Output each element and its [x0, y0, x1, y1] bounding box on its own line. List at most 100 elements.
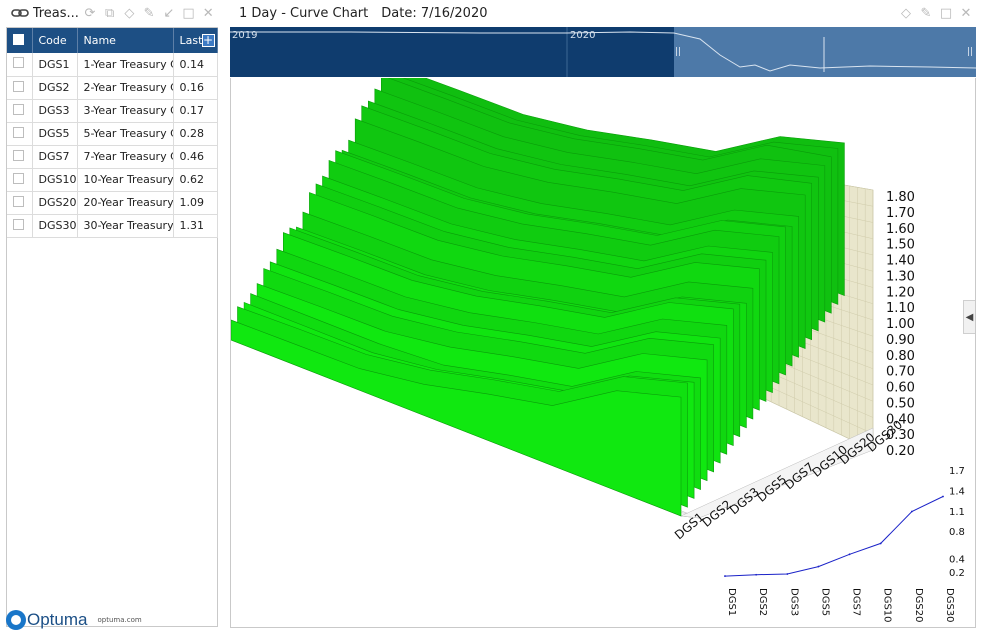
- current-curve-point: [910, 510, 913, 513]
- pin-icon[interactable]: ✎: [143, 5, 155, 21]
- refresh-icon[interactable]: ⟳: [84, 5, 96, 21]
- overview-series-line: [230, 31, 976, 72]
- row-checkbox[interactable]: [13, 195, 24, 207]
- copy-icon[interactable]: ⧉: [104, 5, 115, 21]
- maximize-icon[interactable]: □: [182, 5, 195, 21]
- pin-icon[interactable]: ✎: [920, 5, 932, 21]
- curve-surface-chart[interactable]: 1.801.701.601.501.401.301.201.101.000.90…: [230, 66, 977, 628]
- name-cell: 30-Year Treasury: [77, 214, 174, 237]
- z-axis-tick-label: 0.60: [886, 381, 915, 396]
- code-cell: DGS2: [32, 76, 78, 99]
- z-axis-tick-label: 1.60: [886, 222, 915, 237]
- curve-x-tick-label: DGS1: [726, 588, 737, 616]
- select-all-header[interactable]: [7, 28, 33, 53]
- curve-x-tick-label: DGS2: [757, 588, 768, 616]
- overview-selected-range[interactable]: [674, 27, 976, 77]
- last-cell: 1.09: [173, 191, 218, 214]
- row-checkbox[interactable]: [13, 126, 24, 138]
- chart-area[interactable]: 1.80 1.70 1.60 1.50 1.40 1.30 1.20 1.10 1.00 0.90…: [230, 66, 977, 628]
- name-cell: 7-Year Treasury C: [77, 145, 174, 168]
- select-all-checkbox[interactable]: [13, 33, 24, 45]
- table-header-row: Code Name Last +: [7, 28, 218, 53]
- close-icon[interactable]: ✕: [960, 5, 972, 21]
- optuma-logo-icon: [6, 610, 26, 630]
- watchlist-grid: Code Name Last + DGS1 1-Year Treasury C …: [6, 27, 218, 627]
- current-curve-line: [724, 496, 944, 577]
- date-range-overview[interactable]: 2019 2020 || ||: [230, 27, 976, 77]
- table-row[interactable]: DGS1 1-Year Treasury C 0.14: [7, 53, 218, 76]
- link-icon[interactable]: [10, 6, 30, 20]
- table-row[interactable]: DGS10 10-Year Treasury 0.62: [7, 168, 218, 191]
- diamond-icon[interactable]: ◇: [124, 5, 135, 21]
- name-cell: 5-Year Treasury C: [77, 122, 174, 145]
- table-row[interactable]: DGS20 20-Year Treasury 1.09: [7, 191, 218, 214]
- z-axis-tick-label: 1.10: [886, 301, 915, 316]
- row-checkbox-cell[interactable]: [7, 145, 33, 168]
- z-axis-tick-label: 0.40: [886, 412, 915, 427]
- row-checkbox-cell[interactable]: [7, 122, 33, 145]
- curve-y-tick-label: 0.2: [949, 568, 965, 579]
- add-column-icon[interactable]: +: [201, 33, 215, 47]
- optuma-logo-text: Optuma: [27, 610, 88, 629]
- maximize-icon[interactable]: □: [939, 5, 953, 21]
- row-checkbox-cell[interactable]: [7, 53, 33, 76]
- z-axis-tick-label: 0.80: [886, 349, 915, 364]
- chevron-left-icon: ◀: [965, 311, 974, 323]
- last-cell: 0.62: [173, 168, 218, 191]
- z-axis-labels: 1.801.701.601.501.401.301.201.101.000.90…: [886, 190, 915, 459]
- chart-date: Date: 7/16/2020: [381, 5, 488, 21]
- code-cell: DGS7: [32, 145, 78, 168]
- last-cell: 0.46: [173, 145, 218, 168]
- row-checkbox[interactable]: [13, 103, 24, 115]
- table-row[interactable]: DGS2 2-Year Treasury C 0.16: [7, 76, 218, 99]
- curve-y-tick-label: 0.4: [949, 554, 965, 565]
- row-checkbox[interactable]: [13, 218, 24, 230]
- collapse-panel-tab[interactable]: ◀: [963, 300, 975, 334]
- watchlist-table: Code Name Last + DGS1 1-Year Treasury C …: [7, 28, 218, 238]
- row-checkbox-cell[interactable]: [7, 168, 33, 191]
- column-header-name[interactable]: Name: [77, 28, 174, 53]
- row-checkbox-cell[interactable]: [7, 214, 33, 237]
- z-axis-tick-label: 0.50: [886, 396, 915, 411]
- row-checkbox-cell[interactable]: [7, 99, 33, 122]
- row-checkbox[interactable]: [13, 172, 24, 184]
- surface-ribbon: [230, 319, 682, 517]
- current-curve-point: [942, 495, 944, 498]
- range-handle-right[interactable]: ||: [967, 47, 973, 57]
- code-cell: DGS1: [32, 53, 78, 76]
- table-row[interactable]: DGS7 7-Year Treasury C 0.46: [7, 145, 218, 168]
- curve-y-tick-label: 1.4: [949, 486, 965, 497]
- watchlist-panel: Treas... ⟳ ⧉ ◇ ✎ ↙ □ ✕ Code Name Last +: [6, 0, 218, 630]
- current-curve-point: [755, 573, 758, 576]
- code-cell: DGS20: [32, 191, 78, 214]
- row-checkbox[interactable]: [13, 57, 24, 69]
- column-header-last[interactable]: Last +: [173, 28, 218, 53]
- table-row[interactable]: DGS3 3-Year Treasury C 0.17: [7, 99, 218, 122]
- z-axis-tick-label: 0.70: [886, 365, 915, 380]
- table-row[interactable]: DGS30 30-Year Treasury 1.31: [7, 214, 218, 237]
- curve-x-tick-label: DGS7: [851, 588, 862, 616]
- current-curve-point: [724, 575, 726, 577]
- code-cell: DGS30: [32, 214, 78, 237]
- diamond-icon[interactable]: ◇: [901, 5, 911, 21]
- chart-window-tools: ◇ ✎ □ ✕: [896, 3, 976, 23]
- watchlist-titlebar: Treas... ⟳ ⧉ ◇ ✎ ↙ □ ✕: [6, 0, 218, 26]
- current-curve-point: [848, 553, 851, 556]
- row-checkbox-cell[interactable]: [7, 76, 33, 99]
- range-handle-left[interactable]: ||: [675, 47, 681, 57]
- z-axis-tick-label: 1.00: [886, 317, 915, 332]
- table-row[interactable]: DGS5 5-Year Treasury C 0.28: [7, 122, 218, 145]
- row-checkbox-cell[interactable]: [7, 191, 33, 214]
- curve-x-tick-label: DGS5: [819, 588, 830, 616]
- current-curve-chart: 1.7 1.4 1.1 0.8 0.4 0.2 DGS1 DGS2 DGS3 DGS5 DGS7 DG…: [724, 466, 965, 623]
- curve-y-tick-label: 1.1: [949, 507, 965, 518]
- chart-title: 1 Day - Curve Chart: [239, 5, 369, 21]
- row-checkbox[interactable]: [13, 80, 24, 92]
- overview-label-2019: 2019: [232, 30, 257, 41]
- column-header-code[interactable]: Code: [32, 28, 78, 53]
- arrow-icon[interactable]: ↙: [163, 5, 175, 21]
- last-cell: 0.17: [173, 99, 218, 122]
- close-icon[interactable]: ✕: [202, 5, 214, 21]
- z-axis-tick-label: 0.20: [886, 444, 915, 459]
- row-checkbox[interactable]: [13, 149, 24, 161]
